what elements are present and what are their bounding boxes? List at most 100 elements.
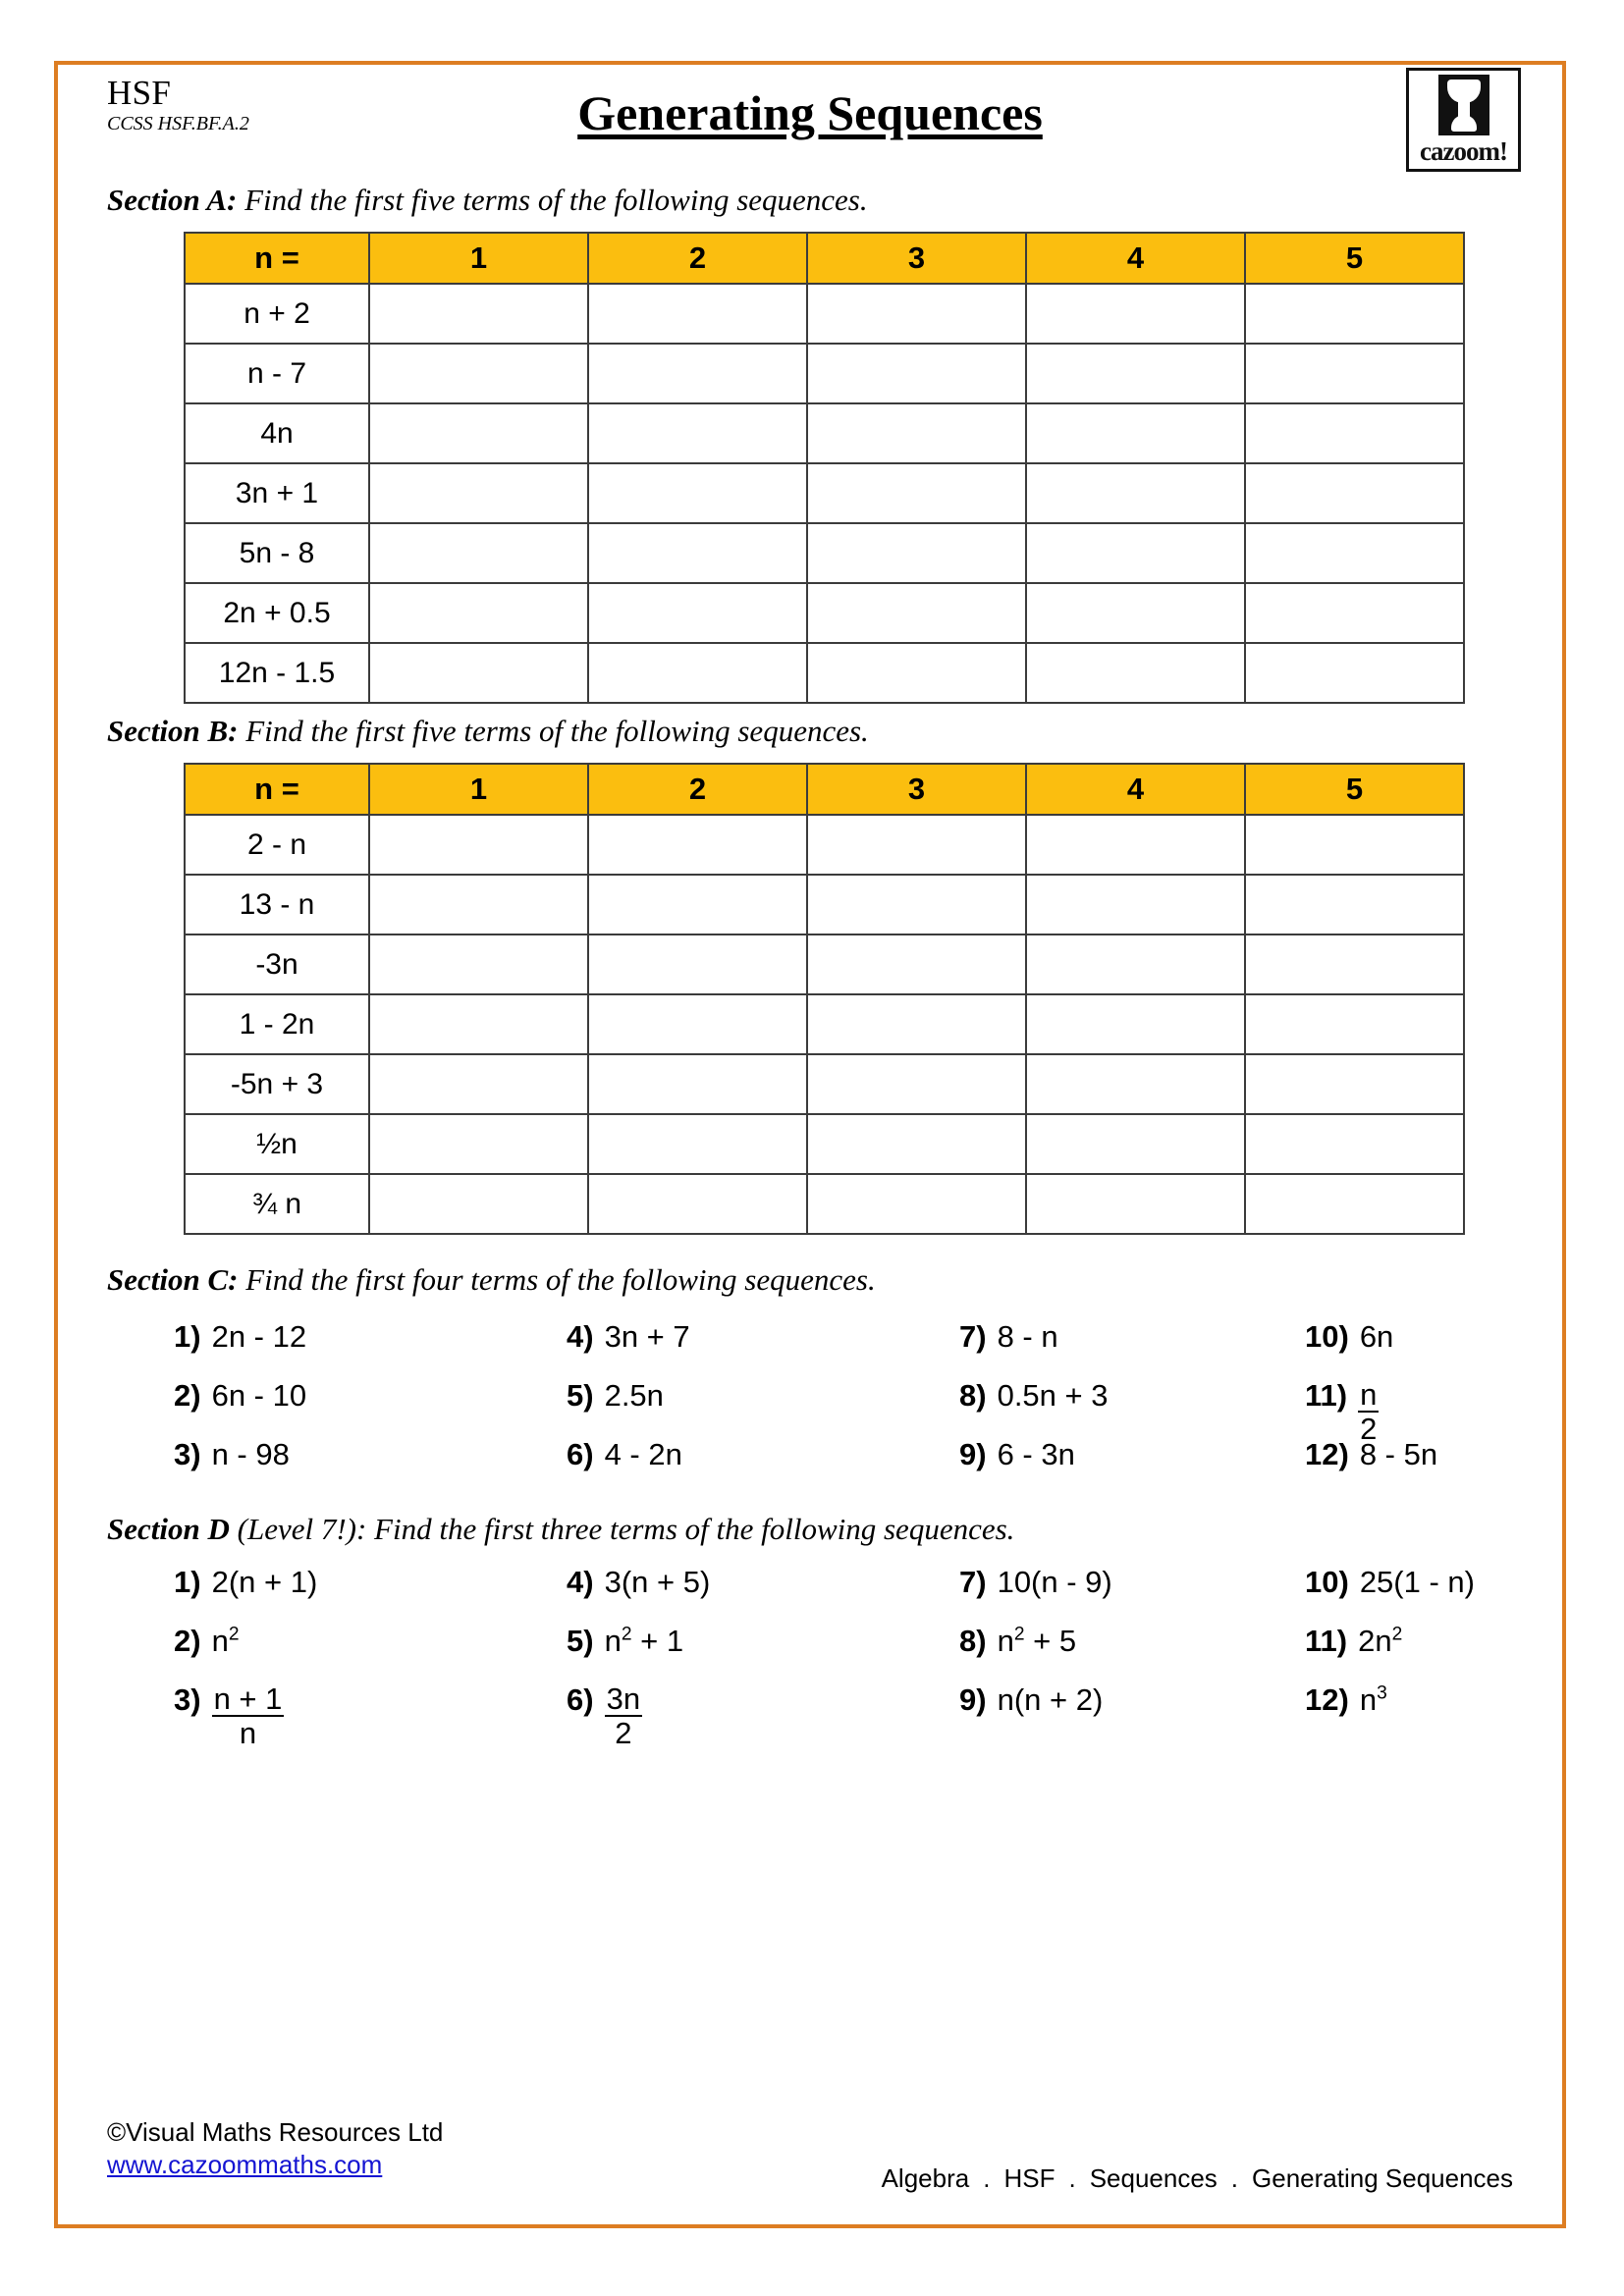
answer-cell[interactable] — [368, 993, 589, 1055]
answer-cell[interactable] — [1244, 522, 1465, 584]
answer-cell[interactable] — [368, 402, 589, 464]
answer-cell[interactable] — [587, 993, 808, 1055]
answer-cell[interactable] — [587, 402, 808, 464]
answer-cell[interactable] — [806, 814, 1027, 876]
answer-cell[interactable] — [1244, 642, 1465, 704]
answer-cell[interactable] — [368, 582, 589, 644]
answer-cell[interactable] — [1025, 1173, 1246, 1235]
answer-cell[interactable] — [806, 343, 1027, 404]
answer-cell[interactable] — [587, 343, 808, 404]
answer-cell[interactable] — [587, 462, 808, 524]
answer-cell[interactable] — [806, 1053, 1027, 1115]
answer-cell[interactable] — [1244, 402, 1465, 464]
question-expression: n2 — [212, 1624, 240, 1659]
list-item: 2) 6n - 10 — [174, 1378, 567, 1437]
answer-cell[interactable] — [1025, 934, 1246, 995]
question-number: 4) — [567, 1565, 594, 1599]
answer-cell[interactable] — [806, 1173, 1027, 1235]
answer-cell[interactable] — [806, 874, 1027, 935]
answer-cell[interactable] — [587, 814, 808, 876]
section-a-label: Section A: — [107, 183, 238, 217]
breadcrumb: Algebra. HSF. Sequences. Generating Sequenc… — [882, 2163, 1513, 2195]
answer-cell[interactable] — [1244, 343, 1465, 404]
table-row: 5n - 8 — [184, 522, 1465, 584]
answer-cell[interactable] — [587, 1113, 808, 1175]
answer-cell[interactable] — [1244, 1113, 1465, 1175]
answer-cell[interactable] — [806, 462, 1027, 524]
question-expression: 2(n + 1) — [211, 1565, 318, 1599]
answer-cell[interactable] — [1244, 934, 1465, 995]
column-header: 1 — [368, 763, 589, 816]
answer-cell[interactable] — [806, 283, 1027, 345]
answer-cell[interactable] — [1025, 343, 1246, 404]
answer-cell[interactable] — [368, 1053, 589, 1115]
answer-cell[interactable] — [1025, 462, 1246, 524]
fraction-numerator: 3n — [604, 1682, 643, 1717]
answer-cell[interactable] — [368, 283, 589, 345]
answer-cell[interactable] — [1244, 582, 1465, 644]
answer-cell[interactable] — [587, 522, 808, 584]
question-number: 12) — [1305, 1437, 1349, 1471]
answer-cell[interactable] — [1244, 1173, 1465, 1235]
list-item: 5) 2.5n — [567, 1378, 959, 1437]
expression-exponent: 2 — [1013, 1624, 1025, 1645]
answer-cell[interactable] — [587, 582, 808, 644]
section-d-level: (Level 7!) — [229, 1512, 356, 1546]
answer-cell[interactable] — [1025, 1053, 1246, 1115]
question-expression: 0.5n + 3 — [997, 1378, 1109, 1413]
answer-cell[interactable] — [806, 582, 1027, 644]
fraction-denominator: 2 — [615, 1716, 632, 1750]
answer-cell[interactable] — [806, 934, 1027, 995]
answer-cell[interactable] — [368, 462, 589, 524]
list-item: 6) 4 - 2n — [567, 1437, 959, 1496]
answer-cell[interactable] — [1244, 814, 1465, 876]
answer-cell[interactable] — [368, 1173, 589, 1235]
answer-cell[interactable] — [806, 402, 1027, 464]
question-expression: 6n - 10 — [211, 1378, 307, 1413]
answer-cell[interactable] — [368, 522, 589, 584]
answer-cell[interactable] — [806, 1113, 1027, 1175]
answer-cell[interactable] — [1025, 642, 1246, 704]
expression-tail: + 1 — [631, 1624, 684, 1658]
section-c-questions: 1) 2n - 12 4) 3n + 7 7) 8 - n 10) 6n 2) … — [174, 1319, 1525, 1496]
answer-cell[interactable] — [368, 874, 589, 935]
answer-cell[interactable] — [368, 814, 589, 876]
sequence-rule: 3n + 1 — [184, 462, 370, 524]
answer-cell[interactable] — [587, 1173, 808, 1235]
answer-cell[interactable] — [368, 934, 589, 995]
page-title: Generating Sequences — [577, 85, 1043, 140]
answer-cell[interactable] — [1025, 993, 1246, 1055]
answer-cell[interactable] — [1025, 1113, 1246, 1175]
sequence-rule: 12n - 1.5 — [184, 642, 370, 704]
table-header-row: n = 1 2 3 4 5 — [184, 763, 1465, 816]
answer-cell[interactable] — [1025, 402, 1246, 464]
answer-cell[interactable] — [1244, 993, 1465, 1055]
table-header-row: n = 1 2 3 4 5 — [184, 232, 1465, 285]
question-expression: n3 — [1360, 1682, 1387, 1718]
answer-cell[interactable] — [1025, 814, 1246, 876]
question-number: 6) — [567, 1682, 594, 1717]
answer-cell[interactable] — [1244, 874, 1465, 935]
expression-base: n — [1359, 1682, 1378, 1717]
answer-cell[interactable] — [368, 642, 589, 704]
answer-cell[interactable] — [1244, 1053, 1465, 1115]
answer-cell[interactable] — [1244, 283, 1465, 345]
website-link[interactable]: www.cazoommaths.com — [107, 2150, 383, 2179]
answer-cell[interactable] — [1025, 522, 1246, 584]
answer-cell[interactable] — [806, 993, 1027, 1055]
answer-cell[interactable] — [368, 1113, 589, 1175]
answer-cell[interactable] — [587, 874, 808, 935]
answer-cell[interactable] — [1025, 283, 1246, 345]
answer-cell[interactable] — [806, 642, 1027, 704]
answer-cell[interactable] — [587, 1053, 808, 1115]
answer-cell[interactable] — [806, 522, 1027, 584]
answer-cell[interactable] — [587, 934, 808, 995]
answer-cell[interactable] — [1025, 582, 1246, 644]
list-item: 7) 10(n - 9) — [959, 1565, 1305, 1624]
answer-cell[interactable] — [587, 283, 808, 345]
question-number: 12) — [1305, 1682, 1349, 1717]
answer-cell[interactable] — [1025, 874, 1246, 935]
answer-cell[interactable] — [368, 343, 589, 404]
answer-cell[interactable] — [1244, 462, 1465, 524]
answer-cell[interactable] — [587, 642, 808, 704]
